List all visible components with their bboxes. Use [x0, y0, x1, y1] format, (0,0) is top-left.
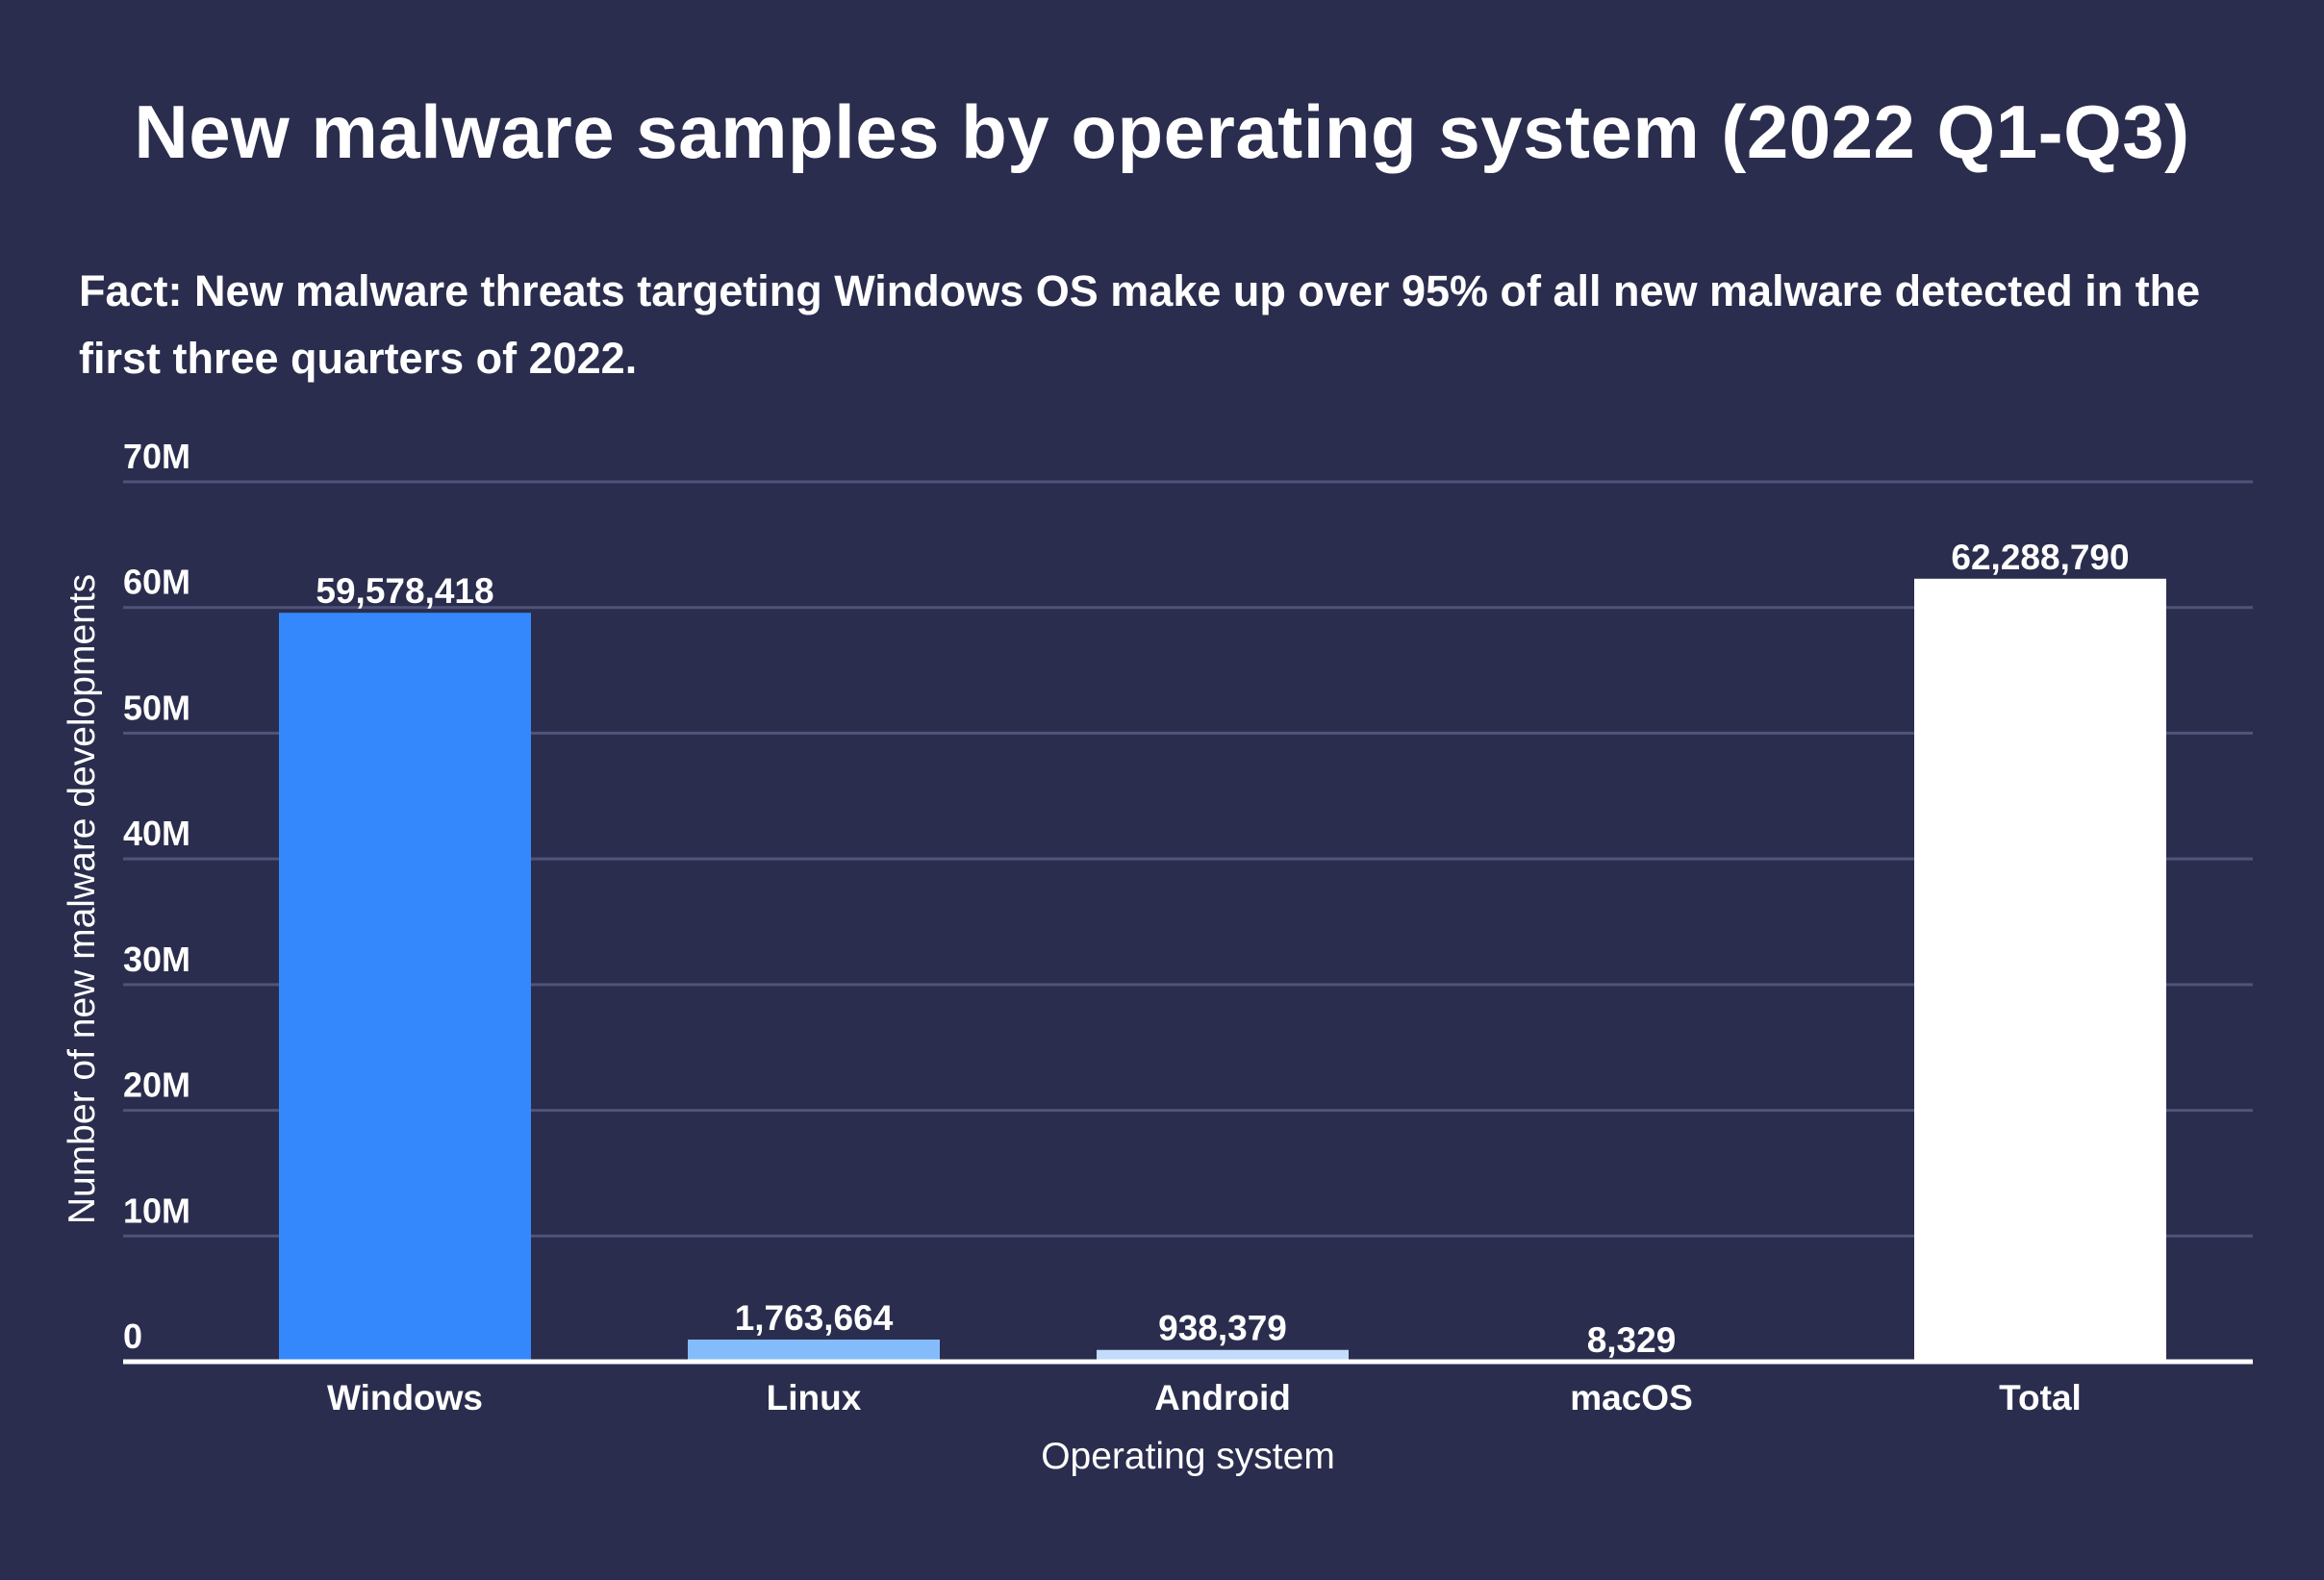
y-tick-label: 70M: [123, 437, 190, 476]
bar-android[interactable]: [1097, 1349, 1349, 1362]
value-label-total: 62,288,790: [1951, 538, 2129, 577]
x-tick-label-total: Total: [1999, 1378, 2082, 1417]
x-axis-categories: Windows Linux Android macOS Total: [327, 1378, 2082, 1417]
y-tick-label: 10M: [123, 1191, 190, 1230]
x-tick-label-windows: Windows: [327, 1378, 483, 1417]
x-tick-label-linux: Linux: [767, 1378, 862, 1417]
bar-windows[interactable]: [279, 613, 531, 1362]
y-tick-label: 20M: [123, 1066, 190, 1105]
value-label-windows: 59,578,418: [316, 571, 493, 611]
value-labels: 59,578,418 1,763,664 938,379 8,329 62,288,79…: [316, 538, 2129, 1360]
x-axis-title: Operating system: [1041, 1436, 1335, 1477]
y-axis-title: Number of new malware developments: [62, 574, 103, 1224]
x-tick-label-android: Android: [1154, 1378, 1291, 1417]
value-label-macos: 8,329: [1587, 1320, 1677, 1360]
y-tick-label: 50M: [123, 688, 190, 727]
bars: [279, 578, 2166, 1362]
chart-subtitle: Fact: New malware threats targeting Wind…: [79, 266, 2201, 383]
y-tick-label: 0: [123, 1317, 142, 1356]
bar-linux[interactable]: [688, 1339, 940, 1362]
bar-total[interactable]: [1914, 578, 2166, 1362]
value-label-android: 938,379: [1158, 1309, 1287, 1348]
y-tick-label: 30M: [123, 940, 190, 979]
chart-title: New malware samples by operating system …: [134, 89, 2190, 174]
y-tick-label: 60M: [123, 563, 190, 602]
x-tick-label-macos: macOS: [1570, 1378, 1693, 1417]
y-tick-label: 40M: [123, 814, 190, 853]
value-label-linux: 1,763,664: [735, 1298, 894, 1338]
y-axis-ticks: 0 10M 20M 30M 40M 50M 60M 70M: [123, 437, 190, 1356]
